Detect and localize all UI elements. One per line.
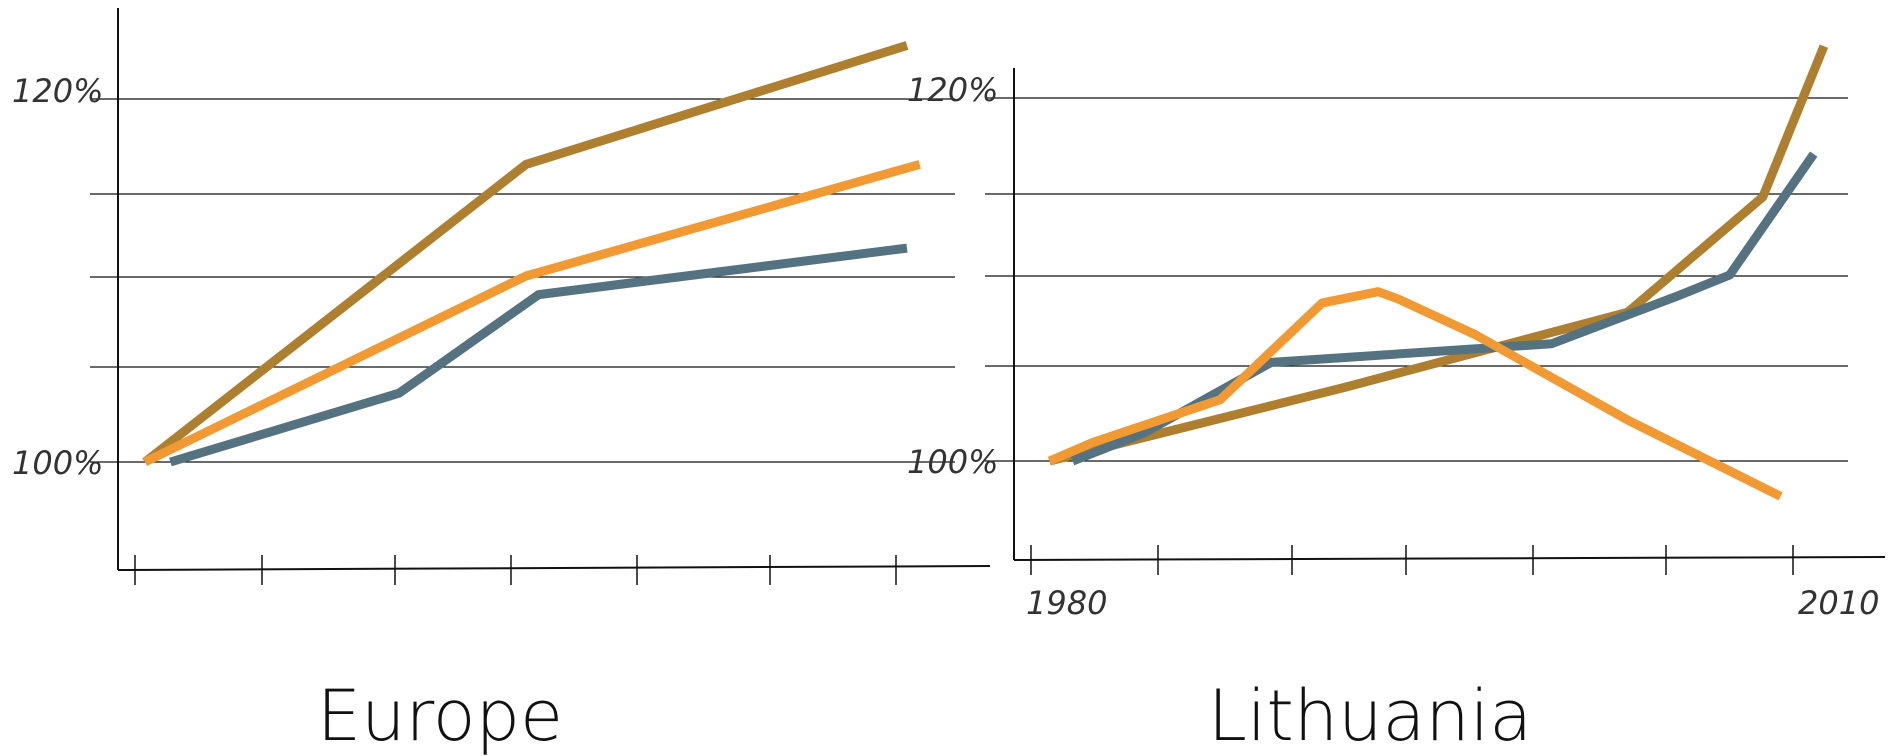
- series-line: [1070, 151, 1818, 466]
- series-line: [142, 41, 909, 466]
- x-axis: [117, 565, 991, 571]
- x-tick-label: 2010: [1798, 584, 1879, 622]
- series-line: [143, 160, 921, 467]
- chart-title: Europe: [317, 675, 563, 756]
- chart-europe: 100% 120% Europe: [12, 8, 991, 756]
- series-line: [169, 243, 908, 467]
- chart-title: Lithuania: [1208, 675, 1532, 756]
- y-tick-label: 120%: [12, 72, 103, 110]
- x-axis: [1013, 556, 1886, 561]
- y-tick-label: 100%: [12, 444, 103, 482]
- y-tick-label: 120%: [907, 71, 998, 109]
- chart-lithuania: 100% 120% 1980 2010 Lithuania: [907, 44, 1886, 756]
- series-line: [1047, 287, 1783, 501]
- y-tick-label: 100%: [907, 443, 998, 481]
- series-line: [1048, 44, 1829, 466]
- x-tick-label: 1980: [1026, 584, 1107, 622]
